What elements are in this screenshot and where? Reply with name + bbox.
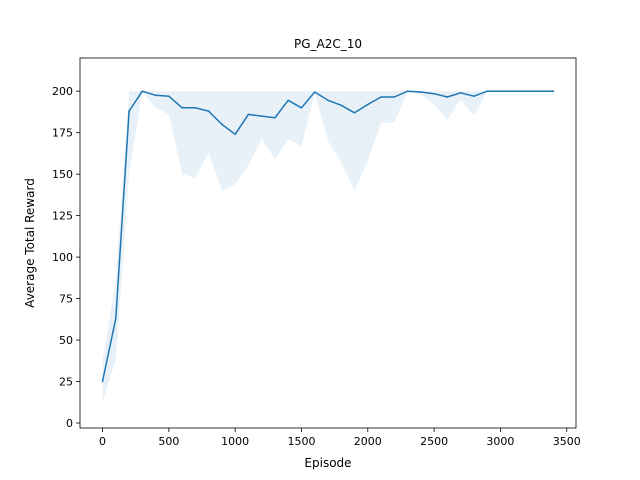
x-axis-label: Episode xyxy=(304,456,351,470)
y-tick-label: 25 xyxy=(59,376,73,389)
y-tick-label: 100 xyxy=(52,251,73,264)
data-point xyxy=(380,96,382,98)
data-point xyxy=(367,103,369,106)
data-point xyxy=(433,92,435,95)
data-point xyxy=(539,90,541,92)
data-point xyxy=(260,115,263,117)
data-point xyxy=(207,110,210,112)
data-point xyxy=(247,113,250,116)
y-axis-label: Average Total Reward xyxy=(23,178,37,308)
data-point xyxy=(287,99,290,102)
x-tick-label: 2500 xyxy=(420,435,448,448)
data-point xyxy=(115,317,117,320)
x-tick-label: 3000 xyxy=(486,435,514,448)
data-point xyxy=(101,380,104,383)
plot-frame xyxy=(79,57,577,429)
y-tick-label: 175 xyxy=(52,127,73,140)
chart-title: PG_A2C_10 xyxy=(294,37,362,51)
data-point xyxy=(552,90,555,92)
data-point xyxy=(526,90,528,92)
data-point xyxy=(313,91,316,93)
x-tick-label: 1000 xyxy=(221,435,249,448)
confidence-band xyxy=(102,91,554,402)
data-point xyxy=(446,96,449,98)
y-tick-label: 150 xyxy=(52,168,73,181)
data-point xyxy=(221,123,223,126)
data-point xyxy=(486,90,488,92)
plot-area xyxy=(101,90,555,402)
y-tick-label: 125 xyxy=(52,210,73,223)
data-point xyxy=(300,107,303,109)
x-tick-label: 1500 xyxy=(287,435,315,448)
y-tick-label: 0 xyxy=(66,417,73,430)
data-point xyxy=(154,94,157,97)
y-tick-label: 75 xyxy=(59,293,73,306)
data-point xyxy=(420,91,422,93)
data-point xyxy=(459,92,462,94)
data-point xyxy=(327,99,329,102)
data-point xyxy=(141,90,144,92)
data-point xyxy=(168,95,170,97)
y-tick-label: 200 xyxy=(52,85,73,98)
data-point xyxy=(406,90,409,92)
x-tick-label: 0 xyxy=(99,435,106,448)
data-point xyxy=(234,133,236,136)
data-point xyxy=(473,95,475,97)
y-tick-label: 50 xyxy=(59,334,73,347)
x-tick-label: 3500 xyxy=(553,435,581,448)
x-tick-label: 500 xyxy=(158,435,179,448)
data-point xyxy=(353,112,356,114)
data-point xyxy=(340,104,343,107)
data-point xyxy=(393,96,396,98)
data-point xyxy=(499,90,502,92)
data-point xyxy=(194,107,197,109)
data-point xyxy=(512,90,515,92)
data-point xyxy=(181,107,183,109)
x-tick-label: 2000 xyxy=(354,435,382,448)
data-point xyxy=(128,110,130,112)
data-point xyxy=(274,116,276,119)
